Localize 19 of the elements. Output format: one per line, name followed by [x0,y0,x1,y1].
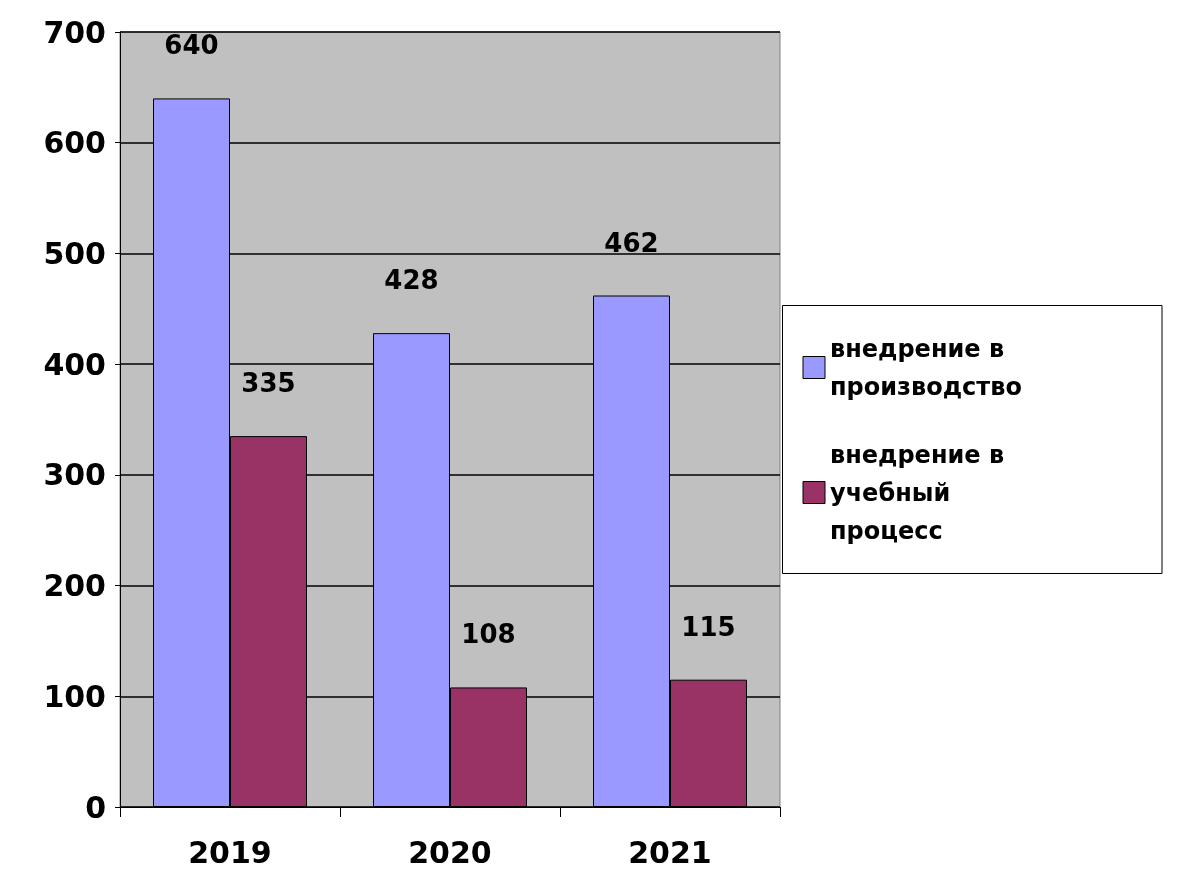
y-tick-label: 0 [85,789,106,825]
data-label: 462 [604,227,659,258]
x-tick-label: 2019 [188,834,272,870]
y-tick-label: 200 [43,568,106,604]
legend-label: внедрение в учебный процесс [830,440,1013,545]
y-tick-label: 100 [43,678,106,714]
data-label: 115 [681,611,736,642]
x-tick-label: 2021 [628,834,712,870]
data-label: 108 [461,619,516,650]
data-label: 428 [384,265,439,296]
y-tick-label: 300 [43,457,106,493]
y-tick-label: 700 [43,14,106,50]
y-tick-label: 400 [43,346,106,382]
x-tick-label: 2020 [408,834,492,870]
y-tick-label: 500 [43,235,106,271]
data-label: 640 [164,30,219,61]
y-tick-label: 600 [43,125,106,161]
legend-label: внедрение в производство [830,334,1022,401]
data-label: 335 [241,368,296,399]
